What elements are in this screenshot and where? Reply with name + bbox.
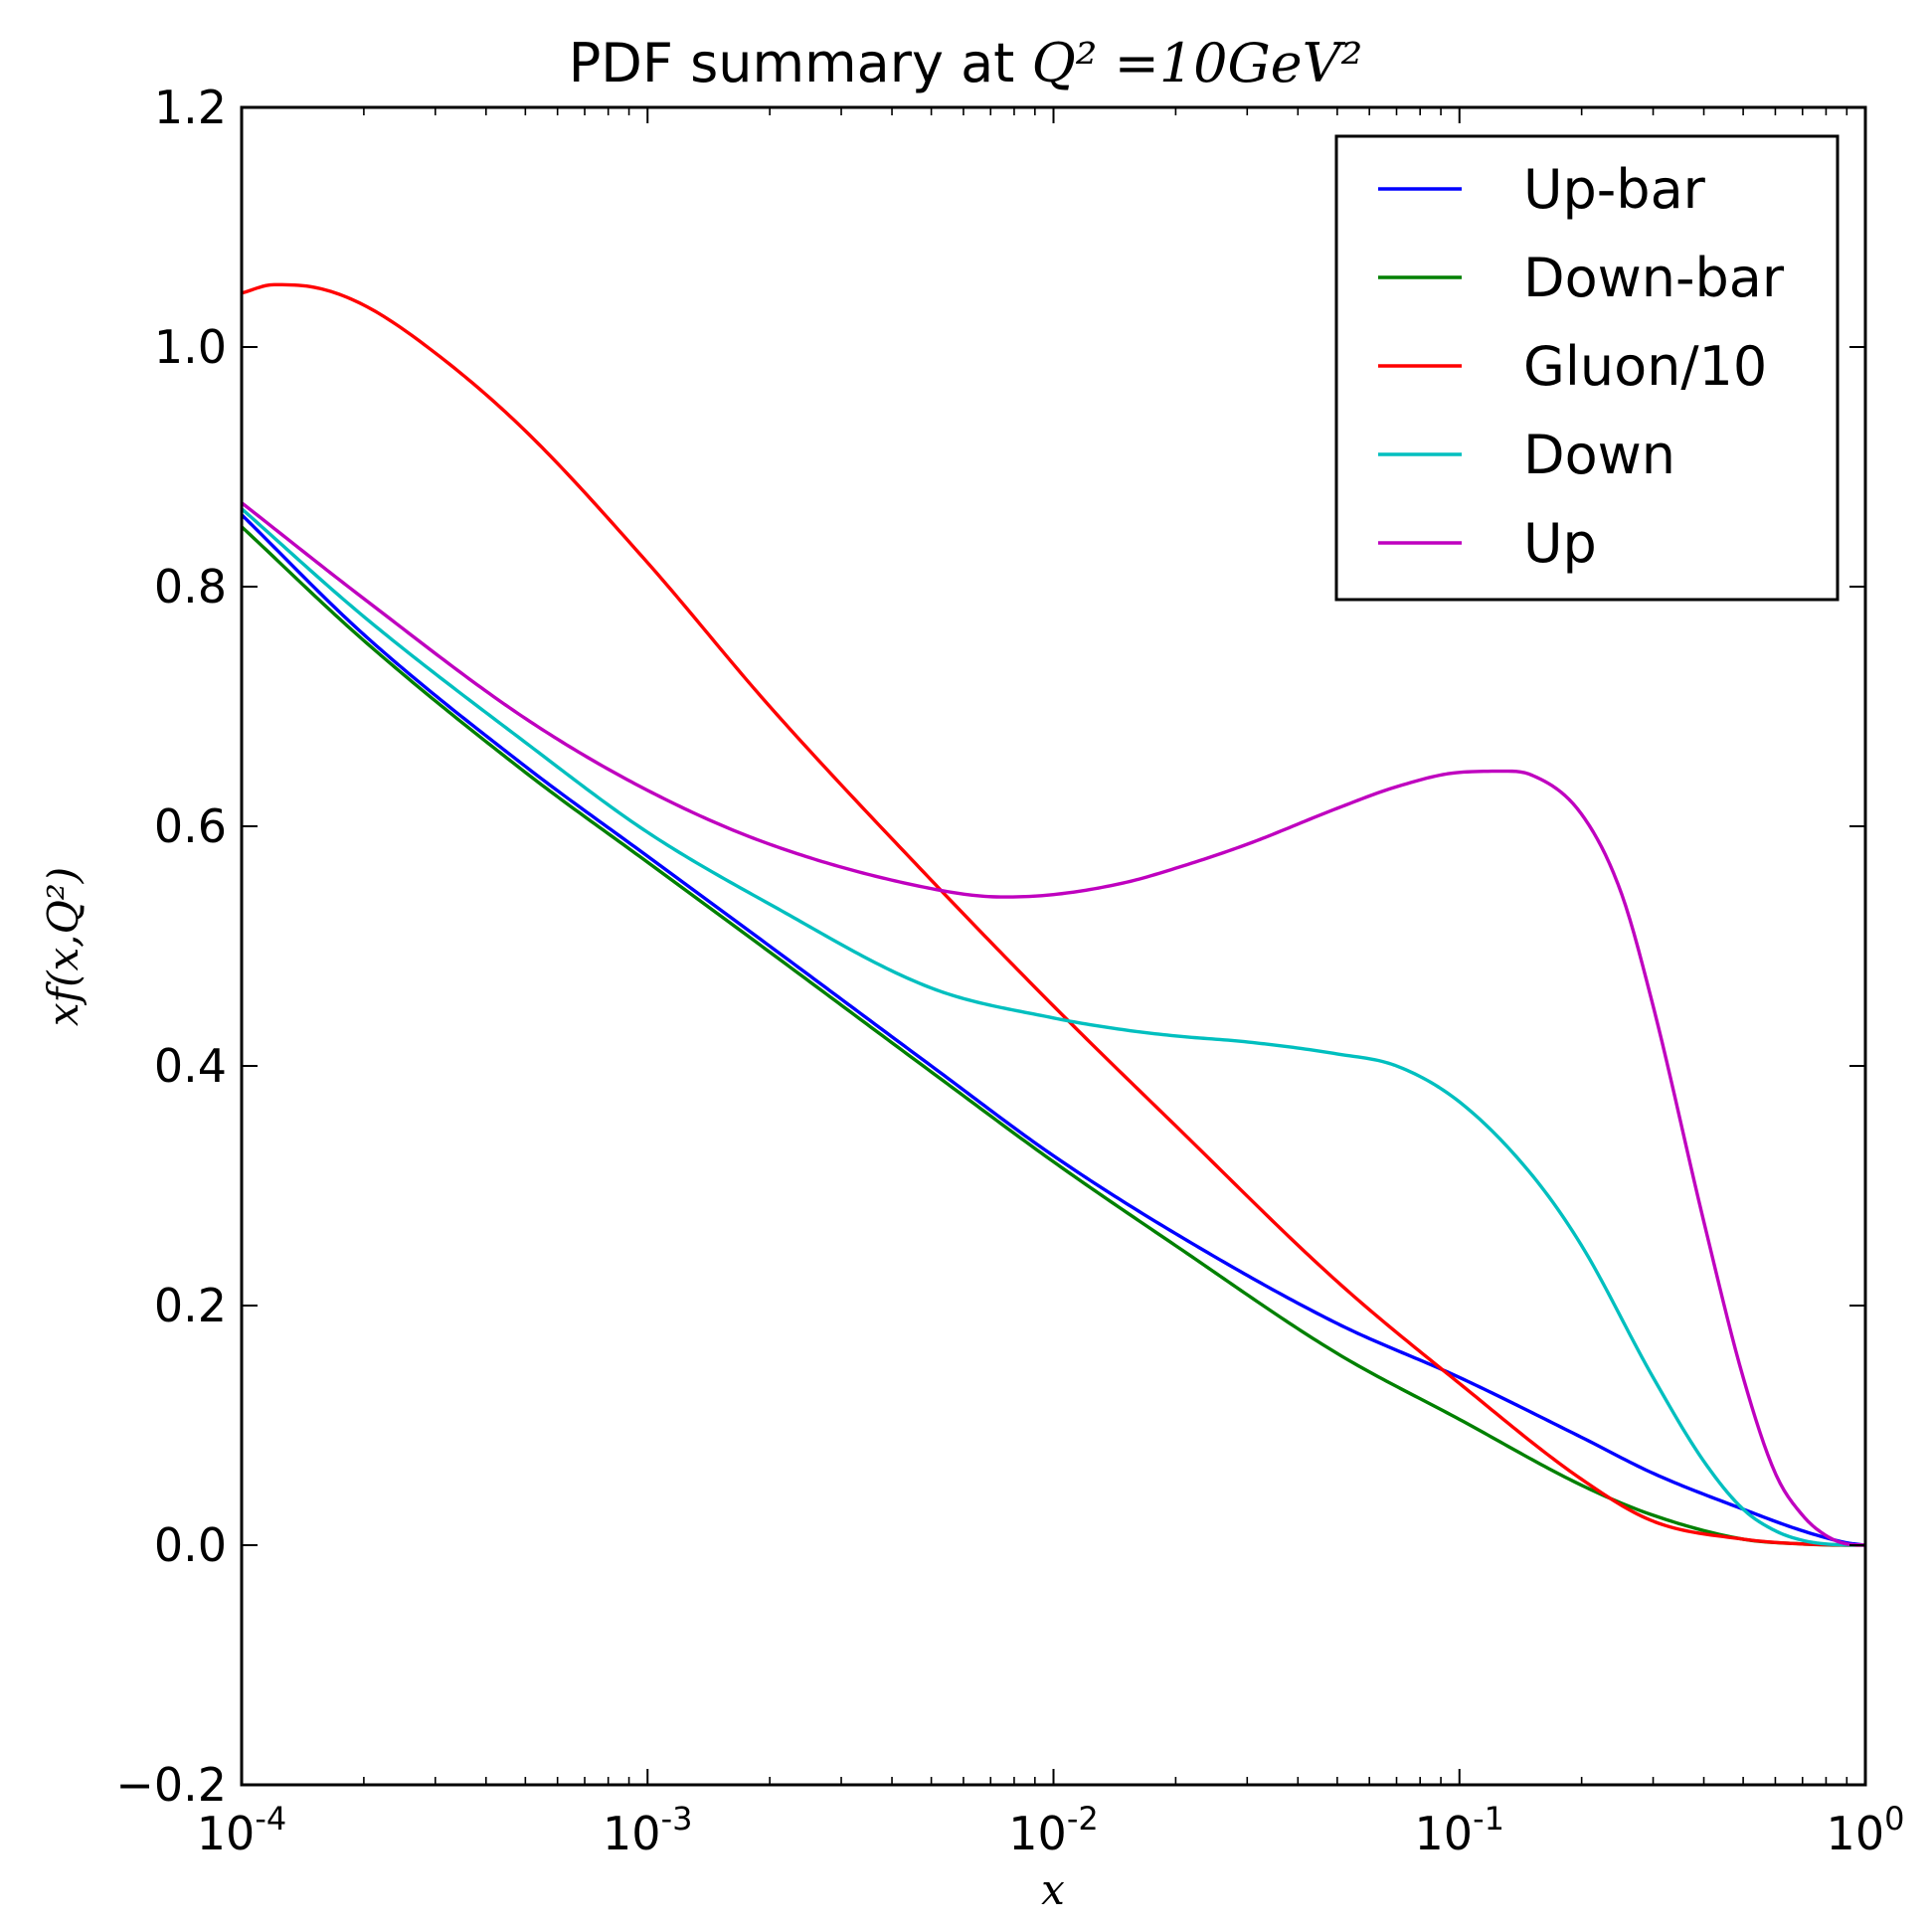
y-tick-label: 1.0 <box>154 320 227 374</box>
series-line-up <box>242 501 1865 1547</box>
legend-items: Up-bar Down-bar Gluon/10 Down Up <box>1378 158 1785 575</box>
series-line-down-bar <box>242 525 1865 1547</box>
y-tick-label: 0.6 <box>154 799 227 853</box>
series-line-down <box>242 507 1865 1547</box>
x-tick-label: 10-1 <box>1415 1800 1504 1860</box>
legend-box <box>1334 134 1840 602</box>
legend: Up-bar Down-bar Gluon/10 Down Up <box>1334 134 1840 602</box>
y-axis-label: xf(x,Q²) <box>39 867 88 1026</box>
legend-label-down: Down <box>1523 424 1675 486</box>
axes-frame <box>240 105 1867 1787</box>
x-axis-label: x <box>1041 1865 1065 1914</box>
y-tick-label: −0.2 <box>115 1758 227 1812</box>
x-tick-label: 10-3 <box>603 1800 692 1860</box>
x-tick-label: 100 <box>1827 1800 1905 1860</box>
legend-label-up-bar: Up-bar <box>1523 158 1706 221</box>
series-layer <box>242 282 1865 1547</box>
y-tick-label: 0.4 <box>154 1039 227 1093</box>
x-tick-label: 10-4 <box>197 1800 286 1860</box>
y-tick-label: 1.2 <box>154 81 227 134</box>
y-tick-label: 0.2 <box>154 1279 227 1332</box>
legend-label-up: Up <box>1523 512 1597 575</box>
series-line-gluon-10 <box>242 282 1865 1547</box>
chart-title-math: Q² =10GeV² <box>1032 32 1363 94</box>
series-line-up-bar <box>242 513 1865 1547</box>
y-tick-label: 0.8 <box>154 560 227 614</box>
chart-title: PDF summary at Q² =10GeV² <box>569 32 1363 94</box>
tick-label-layer: 10-4 10-3 10-2 10-1 100 −0.2 0.0 0.2 0.4 0.6 0.8 1.… <box>115 81 1904 1860</box>
chart-title-prefix: PDF summary at <box>569 32 1032 94</box>
legend-label-gluon-10: Gluon/10 <box>1523 335 1767 398</box>
x-tick-label: 10-2 <box>1008 1800 1098 1860</box>
y-tick-label: 0.0 <box>154 1518 227 1572</box>
legend-label-down-bar: Down-bar <box>1523 247 1785 309</box>
